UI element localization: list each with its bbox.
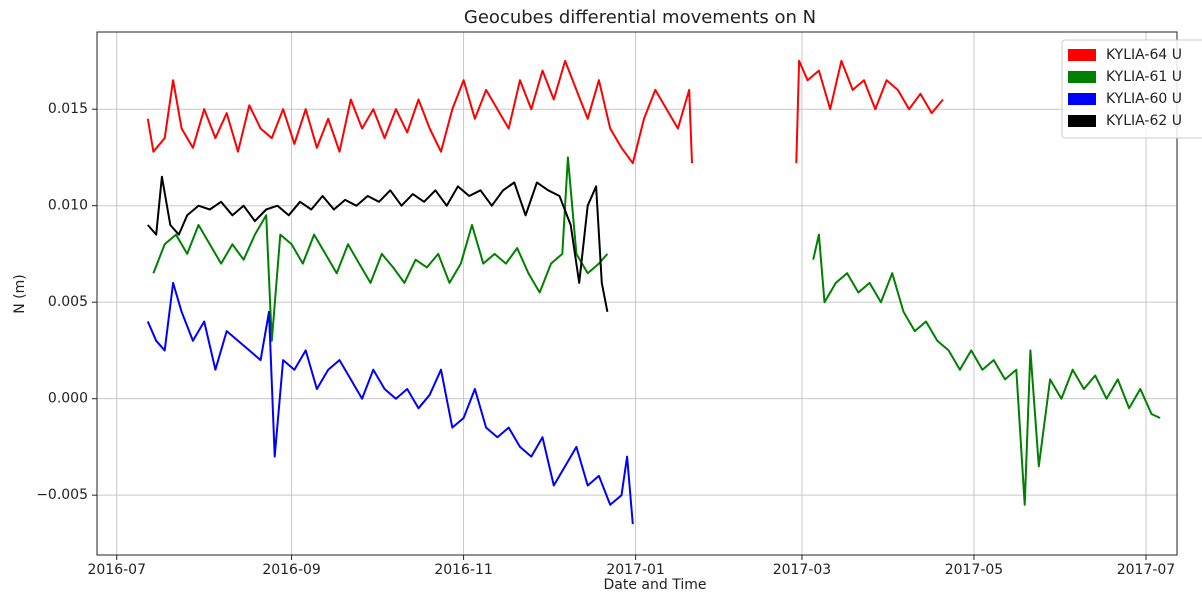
legend-swatch bbox=[1068, 49, 1096, 61]
x-tick-label: 2017-03 bbox=[773, 562, 832, 578]
legend-label: KYLIA-62 U bbox=[1106, 113, 1182, 129]
y-tick-label: 0.010 bbox=[48, 198, 88, 214]
x-tick-label: 2016-09 bbox=[262, 562, 321, 578]
y-tick-label: 0.000 bbox=[48, 391, 88, 407]
series-line bbox=[147, 175, 609, 312]
legend-swatch bbox=[1068, 115, 1096, 127]
legend-label: KYLIA-60 U bbox=[1106, 91, 1182, 107]
series-line bbox=[146, 281, 634, 525]
x-tick-label: 2016-11 bbox=[434, 562, 493, 578]
x-tick-label: 2017-07 bbox=[1117, 562, 1176, 578]
legend-label: KYLIA-61 U bbox=[1106, 69, 1182, 85]
series-line bbox=[152, 156, 1161, 506]
plot-frame bbox=[96, 31, 1178, 556]
legend-label: KYLIA-64 U bbox=[1106, 47, 1182, 63]
x-tick-label: 2016-07 bbox=[87, 562, 146, 578]
y-tick-label: −0.005 bbox=[36, 487, 88, 503]
x-tick-label: 2017-05 bbox=[945, 562, 1004, 578]
series-line bbox=[146, 59, 944, 165]
y-axis-label: N (m) bbox=[12, 274, 28, 313]
legend-swatch bbox=[1068, 93, 1096, 105]
y-tick-label: 0.005 bbox=[48, 294, 88, 310]
legend-box bbox=[1061, 39, 1202, 139]
x-tick-label: 2017-01 bbox=[606, 562, 665, 578]
y-tick-label: 0.015 bbox=[48, 101, 88, 117]
legend-swatch bbox=[1068, 71, 1096, 83]
chart-title: Geocubes differential movements on N bbox=[464, 7, 816, 28]
x-axis-label: Date and Time bbox=[604, 577, 707, 592]
